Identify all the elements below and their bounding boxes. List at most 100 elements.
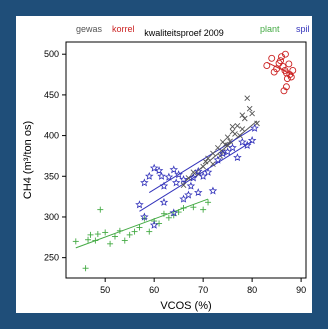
gewas-point — [180, 182, 187, 189]
marker-stroke — [180, 182, 187, 189]
marker-stroke — [227, 138, 233, 145]
y-axis-label: CH4 (m³/ton os) — [22, 121, 34, 199]
plant-point — [72, 238, 79, 245]
spil-point — [169, 208, 179, 217]
gewas-point — [246, 105, 253, 112]
spil-point — [174, 170, 183, 179]
spil-point — [154, 166, 164, 175]
y-tick-label: 400 — [44, 131, 59, 141]
marker-stroke — [237, 132, 243, 139]
plant-point — [126, 231, 133, 238]
marker-stroke — [200, 163, 206, 170]
gewas-point — [205, 155, 211, 162]
trend-lines — [75, 61, 294, 249]
marker-stroke — [234, 123, 241, 129]
spil-point — [228, 143, 237, 152]
x-tick-label: 90 — [296, 285, 306, 295]
gewas-point — [215, 144, 221, 151]
spil-point — [213, 155, 223, 164]
spil-point — [171, 178, 181, 187]
axes: 50 60 70 80 90 250 300 350 400 450 500 VCOS (%) CH4 … — [22, 41, 307, 312]
korrel-point — [289, 67, 297, 74]
plant-point — [87, 231, 94, 238]
marker-stroke — [232, 131, 238, 137]
gewas-point — [239, 126, 246, 132]
plant-point — [121, 237, 128, 244]
spil-point — [203, 167, 213, 176]
chart-panel: 50 60 70 80 90 250 300 350 400 450 500 VCOS (%) CH4 … — [16, 16, 312, 313]
x-axis-label: VCOS (%) — [160, 300, 211, 312]
marker-stroke — [202, 158, 209, 165]
plant-point — [200, 206, 207, 213]
spil-point — [164, 172, 174, 181]
plant-point — [85, 236, 92, 243]
spil-point — [189, 173, 198, 182]
marker-stroke — [246, 105, 253, 112]
marker-stroke — [210, 161, 216, 167]
spil-point — [238, 137, 247, 146]
plant-point — [102, 229, 109, 236]
korrel-point — [279, 62, 287, 70]
marker-stroke — [205, 155, 211, 162]
spil-point — [149, 163, 159, 172]
gewas-point — [202, 158, 209, 165]
legend: kwaliteitsproef 2009 gewas korrel plant spil — [76, 24, 310, 38]
gewas-point — [239, 112, 246, 119]
y-tick-label: 350 — [44, 171, 59, 181]
gewas-point — [254, 120, 260, 127]
plant-point — [94, 231, 101, 238]
plant-point — [111, 233, 118, 240]
spil-point — [242, 140, 252, 149]
legend-gewas: gewas — [76, 24, 103, 34]
marker-stroke — [244, 95, 251, 101]
gewas-point — [232, 131, 238, 137]
x-tick-label: 60 — [149, 285, 159, 295]
marker-stroke — [254, 120, 260, 127]
marker-stroke — [229, 123, 236, 130]
marker-stroke — [224, 142, 231, 149]
gewas-point — [227, 138, 233, 145]
korrel-point — [281, 50, 289, 58]
gewas-point — [185, 175, 192, 181]
spil-point — [193, 188, 203, 197]
spil-point — [223, 147, 232, 156]
korrel-point — [277, 57, 284, 65]
spil-point — [250, 123, 259, 132]
spil-point — [159, 197, 169, 206]
gewas-point — [229, 123, 236, 130]
marker-stroke — [239, 126, 246, 132]
gewas-point — [200, 163, 206, 170]
gewas-point — [237, 132, 243, 139]
spil-point — [135, 200, 144, 209]
plant-point — [92, 237, 99, 244]
chart-title: kwaliteitsproef 2009 — [144, 28, 224, 38]
korrel-point — [278, 53, 285, 61]
plant-point — [146, 228, 153, 235]
spil-point — [159, 181, 169, 190]
plot-frame — [65, 41, 307, 279]
x-tick-label: 70 — [198, 285, 208, 295]
marker-stroke — [185, 175, 192, 181]
plant-point — [107, 240, 114, 247]
plant-point — [180, 205, 187, 212]
marker-stroke — [210, 150, 216, 157]
spil-point — [169, 165, 179, 174]
marker-stroke — [241, 115, 248, 122]
y-tick-label: 500 — [44, 49, 59, 59]
spil-point — [140, 178, 149, 187]
korrel-point — [287, 73, 295, 81]
spil-point — [140, 212, 149, 221]
korrel-point — [268, 54, 276, 62]
korrel-point — [263, 62, 271, 70]
x-tick-label: 50 — [100, 285, 110, 295]
legend-plant: plant — [260, 24, 280, 34]
spil-point — [186, 181, 196, 190]
y-tick-label: 250 — [44, 253, 59, 263]
spil-point — [184, 190, 193, 199]
x-tick-label: 80 — [247, 285, 257, 295]
data-points — [72, 50, 297, 272]
korrel-point — [282, 83, 290, 91]
gewas-point — [244, 95, 251, 101]
marker-stroke — [239, 112, 246, 119]
